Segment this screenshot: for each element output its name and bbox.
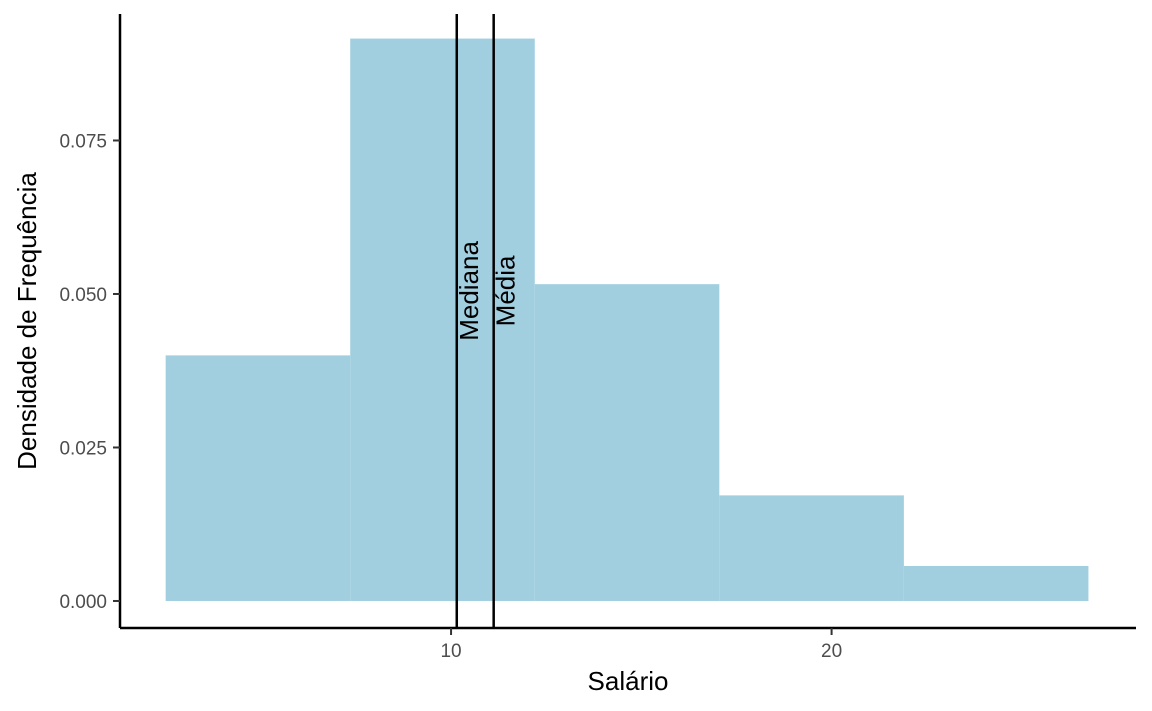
histogram-bar (903, 565, 1089, 601)
x-axis-title: Salário (588, 666, 669, 696)
histogram-bar (350, 38, 535, 601)
reference-line-label: Média (491, 255, 521, 326)
y-tick-label: 0.075 (59, 131, 107, 152)
reference-line-label: Mediana (454, 241, 484, 341)
y-axis-title: Densidade de Frequência (12, 172, 42, 470)
y-tick-label: 0.050 (59, 285, 107, 306)
histogram-bars (165, 38, 1089, 601)
ticks: 0.000 0.025 0.050 0.075 10 20 (59, 131, 842, 662)
y-tick-label: 0.000 (59, 592, 107, 613)
histogram-bar (165, 355, 351, 601)
x-tick-label: 10 (440, 641, 461, 662)
axes (118, 14, 1136, 630)
histogram-bar (719, 495, 904, 601)
x-tick-label: 20 (821, 641, 842, 662)
y-tick-label: 0.025 (59, 438, 107, 459)
reference-lines: Mediana Média (454, 14, 521, 628)
histogram-bar (534, 284, 720, 601)
